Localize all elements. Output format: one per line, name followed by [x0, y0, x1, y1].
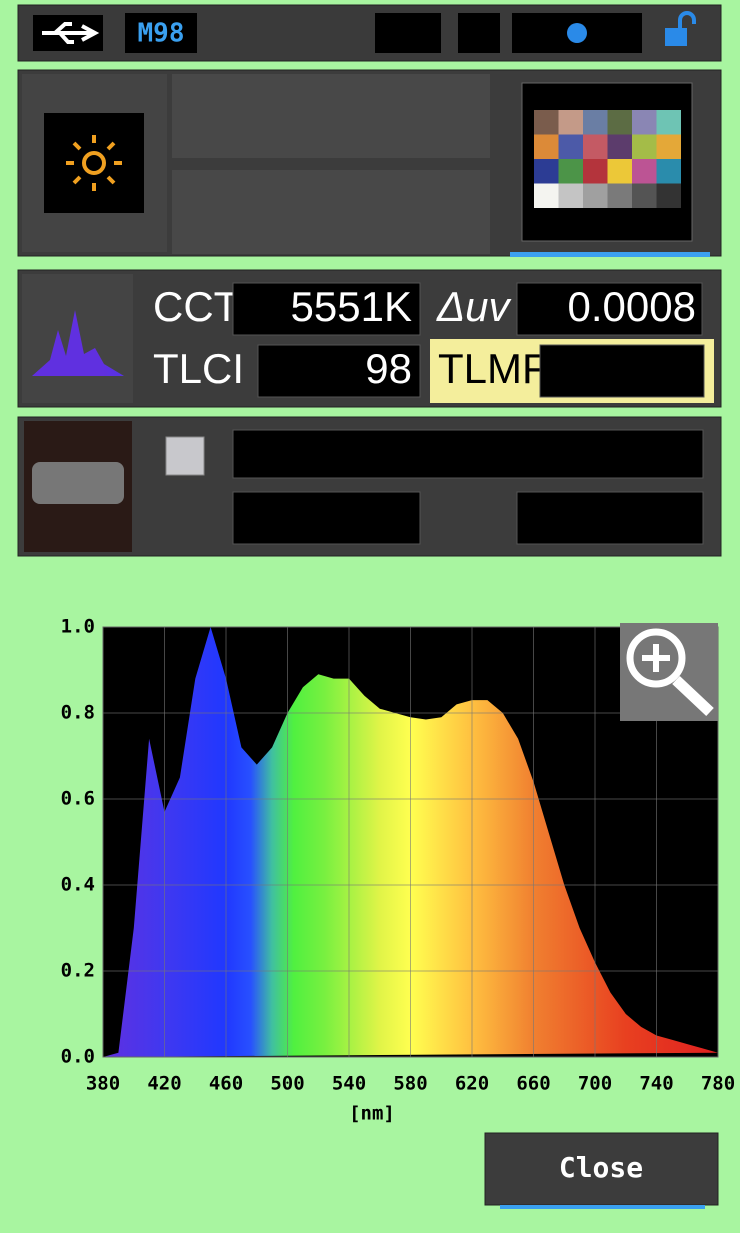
- cct-value: 5551K: [291, 283, 412, 330]
- memory-box: [125, 13, 197, 53]
- x-tick-label: 540: [332, 1073, 366, 1095]
- y-tick-label: 0.0: [61, 1046, 95, 1068]
- checker-patch: [656, 183, 681, 208]
- indicator: [458, 13, 500, 53]
- close-button[interactable]: [484, 1132, 719, 1206]
- checker-patch: [558, 134, 583, 159]
- checker-patch: [607, 110, 632, 135]
- checker-patch: [534, 110, 559, 135]
- y-tick-label: 0.6: [61, 788, 95, 810]
- filter-icon: [32, 462, 124, 504]
- ticks: 380 420 460 500 540 580 620 660 700 740 780 0.0 0.2 0…: [61, 616, 735, 1095]
- y-tick-label: 0.4: [61, 874, 95, 896]
- value-box: [232, 491, 421, 545]
- checker-patch: [656, 159, 681, 184]
- y-tick-label: 1.0: [61, 616, 95, 638]
- slot: [172, 170, 490, 254]
- usb-symbol: [42, 22, 100, 44]
- label: CCT: [153, 283, 239, 330]
- highlight: [510, 252, 710, 257]
- close-label: Close: [559, 1151, 643, 1184]
- checker-patch: [607, 134, 632, 159]
- checker-patch: [534, 159, 559, 184]
- checker-patch: [534, 183, 559, 208]
- value-box: [516, 491, 704, 545]
- sun-icon: [66, 135, 122, 191]
- color-checker: [534, 110, 681, 208]
- value-box: [539, 344, 705, 398]
- label: TLMF: [438, 345, 548, 392]
- x-tick-label: 780: [701, 1073, 735, 1095]
- checker-patch: [656, 110, 681, 135]
- x-tick-label: 380: [86, 1073, 120, 1095]
- x-tick-label: 500: [270, 1073, 304, 1095]
- lock-icon[interactable]: [665, 28, 687, 46]
- value-box: [257, 344, 421, 398]
- spectrum-icon: [32, 310, 124, 376]
- checker-patch: [632, 134, 657, 159]
- tlci-value: 98: [365, 345, 412, 392]
- zoom-icon: [626, 628, 714, 717]
- checker-patch: [632, 159, 657, 184]
- source-icon-box: [44, 113, 144, 213]
- checker-patch: [583, 183, 608, 208]
- checker-patch: [583, 134, 608, 159]
- checker-patch: [607, 159, 632, 184]
- checker-patch: [558, 183, 583, 208]
- checkbox[interactable]: [165, 436, 205, 476]
- checker-patch: [632, 110, 657, 135]
- x-tick-label: 460: [209, 1073, 243, 1095]
- checker-patch: [558, 159, 583, 184]
- x-tick-label: 740: [639, 1073, 673, 1095]
- x-tick-label: 660: [516, 1073, 550, 1095]
- plot-frame: [102, 626, 719, 1058]
- x-tick-label: 420: [147, 1073, 181, 1095]
- x-tick-label: 580: [393, 1073, 427, 1095]
- checker-patch: [558, 110, 583, 135]
- x-tick-label: 620: [455, 1073, 489, 1095]
- label: TLCI: [153, 345, 244, 392]
- checker-patch: [607, 183, 632, 208]
- level-bubble: [567, 23, 587, 43]
- y-tick-label: 0.2: [61, 960, 95, 982]
- checker-patch: [534, 134, 559, 159]
- chart-layer: [103, 627, 718, 1057]
- highlight: [500, 1205, 705, 1209]
- label: Δuv: [436, 283, 513, 330]
- duv-value: 0.0008: [568, 283, 696, 330]
- x-tick-label: 700: [578, 1073, 612, 1095]
- value-box: [232, 429, 704, 479]
- indicator: [375, 13, 441, 53]
- memory-label: M98: [138, 19, 185, 49]
- x-axis-label: [nm]: [349, 1103, 395, 1125]
- checker-patch: [583, 110, 608, 135]
- lock-shackle: [678, 11, 696, 28]
- checker-patch: [656, 134, 681, 159]
- y-tick-label: 0.8: [61, 702, 95, 724]
- checker-patch: [583, 159, 608, 184]
- value-box: [232, 282, 421, 336]
- value-box: [516, 282, 703, 336]
- checker-patch: [632, 183, 657, 208]
- slot: [172, 74, 490, 158]
